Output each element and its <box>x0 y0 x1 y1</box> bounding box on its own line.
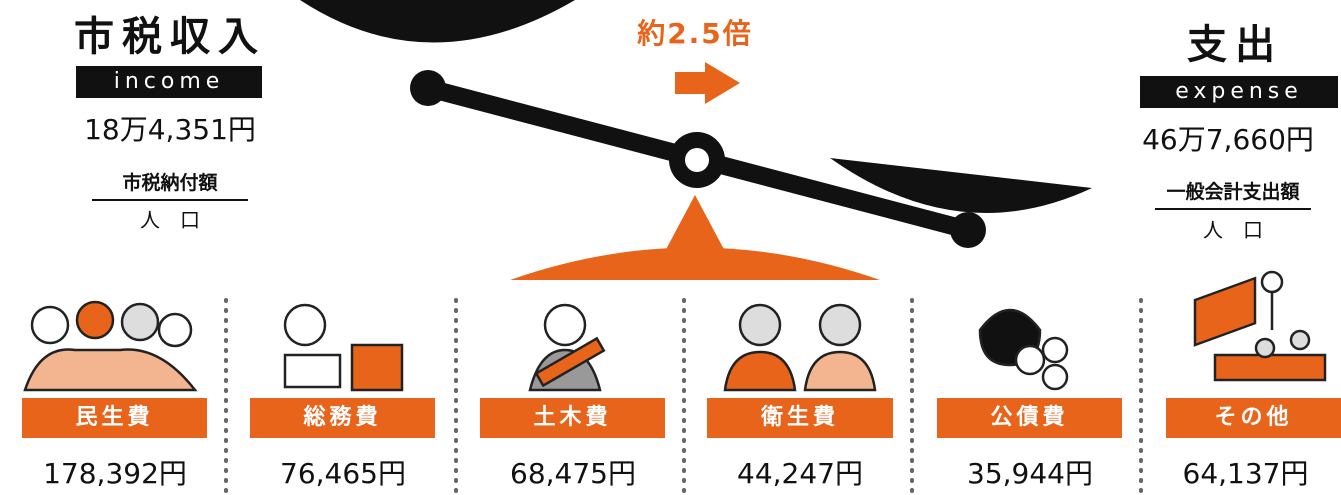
income-denominator: 人 口 <box>92 204 248 233</box>
expense-numerator: 一般会計支出額 <box>1155 177 1311 210</box>
expense-title: 支出 <box>1150 12 1320 70</box>
item-amount: 68,475円 <box>468 452 678 492</box>
left-pan <box>300 0 575 43</box>
income-title: 市税収入 <box>55 4 285 62</box>
fulcrum <box>655 195 735 270</box>
item-label: 衛生費 <box>707 398 893 438</box>
item-amount: 35,944円 <box>925 452 1135 492</box>
item-amount: 178,392円 <box>10 452 220 492</box>
item-label: 総務費 <box>250 398 435 438</box>
item-label: その他 <box>1166 398 1341 438</box>
ratio: 約2.5倍 <box>600 12 790 52</box>
infographic: 約2.5倍 市税収入 income 18万4,351円 市税納付額 人 口 支出… <box>0 0 1341 495</box>
item-label: 土木費 <box>480 398 665 438</box>
item-label: 公債費 <box>937 398 1122 438</box>
item-amount: 44,247円 <box>695 452 905 492</box>
income-numerator: 市税納付額 <box>92 168 248 201</box>
income-amount: 18万4,351円 <box>40 108 300 148</box>
joint <box>410 70 446 106</box>
joint <box>950 212 986 248</box>
pivot-hole <box>685 148 709 172</box>
item-amount: 76,465円 <box>238 452 448 492</box>
expense-tag: expense <box>1140 76 1338 108</box>
expense-denominator: 人 口 <box>1155 214 1311 243</box>
icons <box>25 272 1325 390</box>
item-amount: 64,137円 <box>1150 452 1341 492</box>
expense-amount: 46万7,660円 <box>1115 118 1341 158</box>
income-tag: income <box>76 66 262 98</box>
item-label: 民生費 <box>22 398 207 438</box>
arrow <box>675 62 740 104</box>
